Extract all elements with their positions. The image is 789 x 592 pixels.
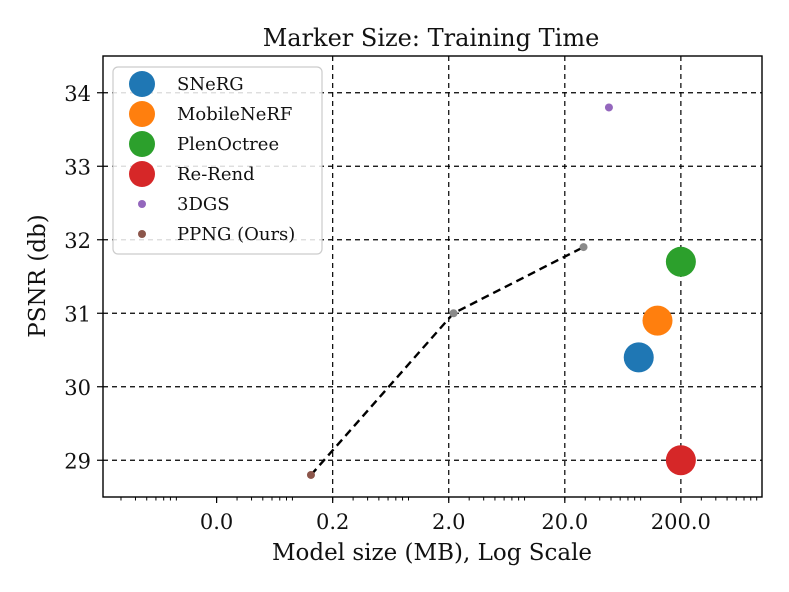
y-tick-label: 32: [64, 229, 91, 253]
mobilenerf-point: [642, 305, 673, 336]
legend: SNeRG MobileNeRF PlenOctree Re-Rend 3DGS PPNG…: [112, 66, 323, 255]
plenoctree-point: [665, 246, 696, 277]
legend-label-ppng-ours: PPNG (Ours): [177, 224, 295, 245]
x-tick-label: 2.0: [432, 510, 465, 534]
x-axis-ticks: 0.0 0.2 2.0 20.0 200.0: [120, 497, 758, 534]
legend-label-mobilenerf: MobileNeRF: [177, 104, 292, 125]
legend-marker-re-rend: [129, 161, 155, 187]
legend-label-3dgs: 3DGS: [177, 194, 230, 215]
y-tick-label: 34: [64, 82, 91, 106]
ppng-ours-line: [310, 246, 585, 476]
legend-label-plenoctree: PlenOctree: [177, 134, 279, 155]
y-axis-label: PSNR (db): [25, 214, 51, 337]
y-tick-label: 31: [64, 302, 91, 326]
x-axis-label: Model size (MB), Log Scale: [272, 540, 592, 566]
x-tick-label: 20.0: [541, 510, 588, 534]
legend-marker-3dgs: [138, 200, 146, 208]
legend-marker-ppng-ours: [138, 230, 146, 238]
legend-marker-mobilenerf: [129, 101, 155, 127]
y-tick-label: 30: [64, 376, 91, 400]
3dgs-point: [604, 103, 613, 112]
y-tick-label: 29: [64, 449, 91, 473]
y-axis-ticks: 29 30 31 32 33 34: [64, 82, 103, 473]
ppng-ours-point: [579, 243, 588, 252]
legend-box: [112, 66, 323, 255]
plot-frame: [102, 55, 763, 498]
ppng-ours-point: [306, 470, 315, 479]
legend-label-re-rend: Re-Rend: [177, 164, 255, 185]
x-tick-label: 0.0: [200, 510, 233, 534]
x-tick-label: 0.2: [316, 510, 349, 534]
re-rend-point: [665, 445, 696, 476]
data-points: [306, 103, 696, 479]
legend-label-snerg: SNeRG: [177, 74, 244, 95]
legend-marker-plenoctree: [129, 131, 155, 157]
ppng-ours-point: [449, 309, 458, 318]
y-tick-label: 33: [64, 155, 91, 179]
connecting-lines: [310, 246, 585, 476]
snerg-point: [623, 342, 654, 373]
chart-title: Marker Size: Training Time: [263, 24, 600, 52]
legend-marker-snerg: [129, 71, 155, 97]
x-tick-label: 200.0: [651, 510, 711, 534]
